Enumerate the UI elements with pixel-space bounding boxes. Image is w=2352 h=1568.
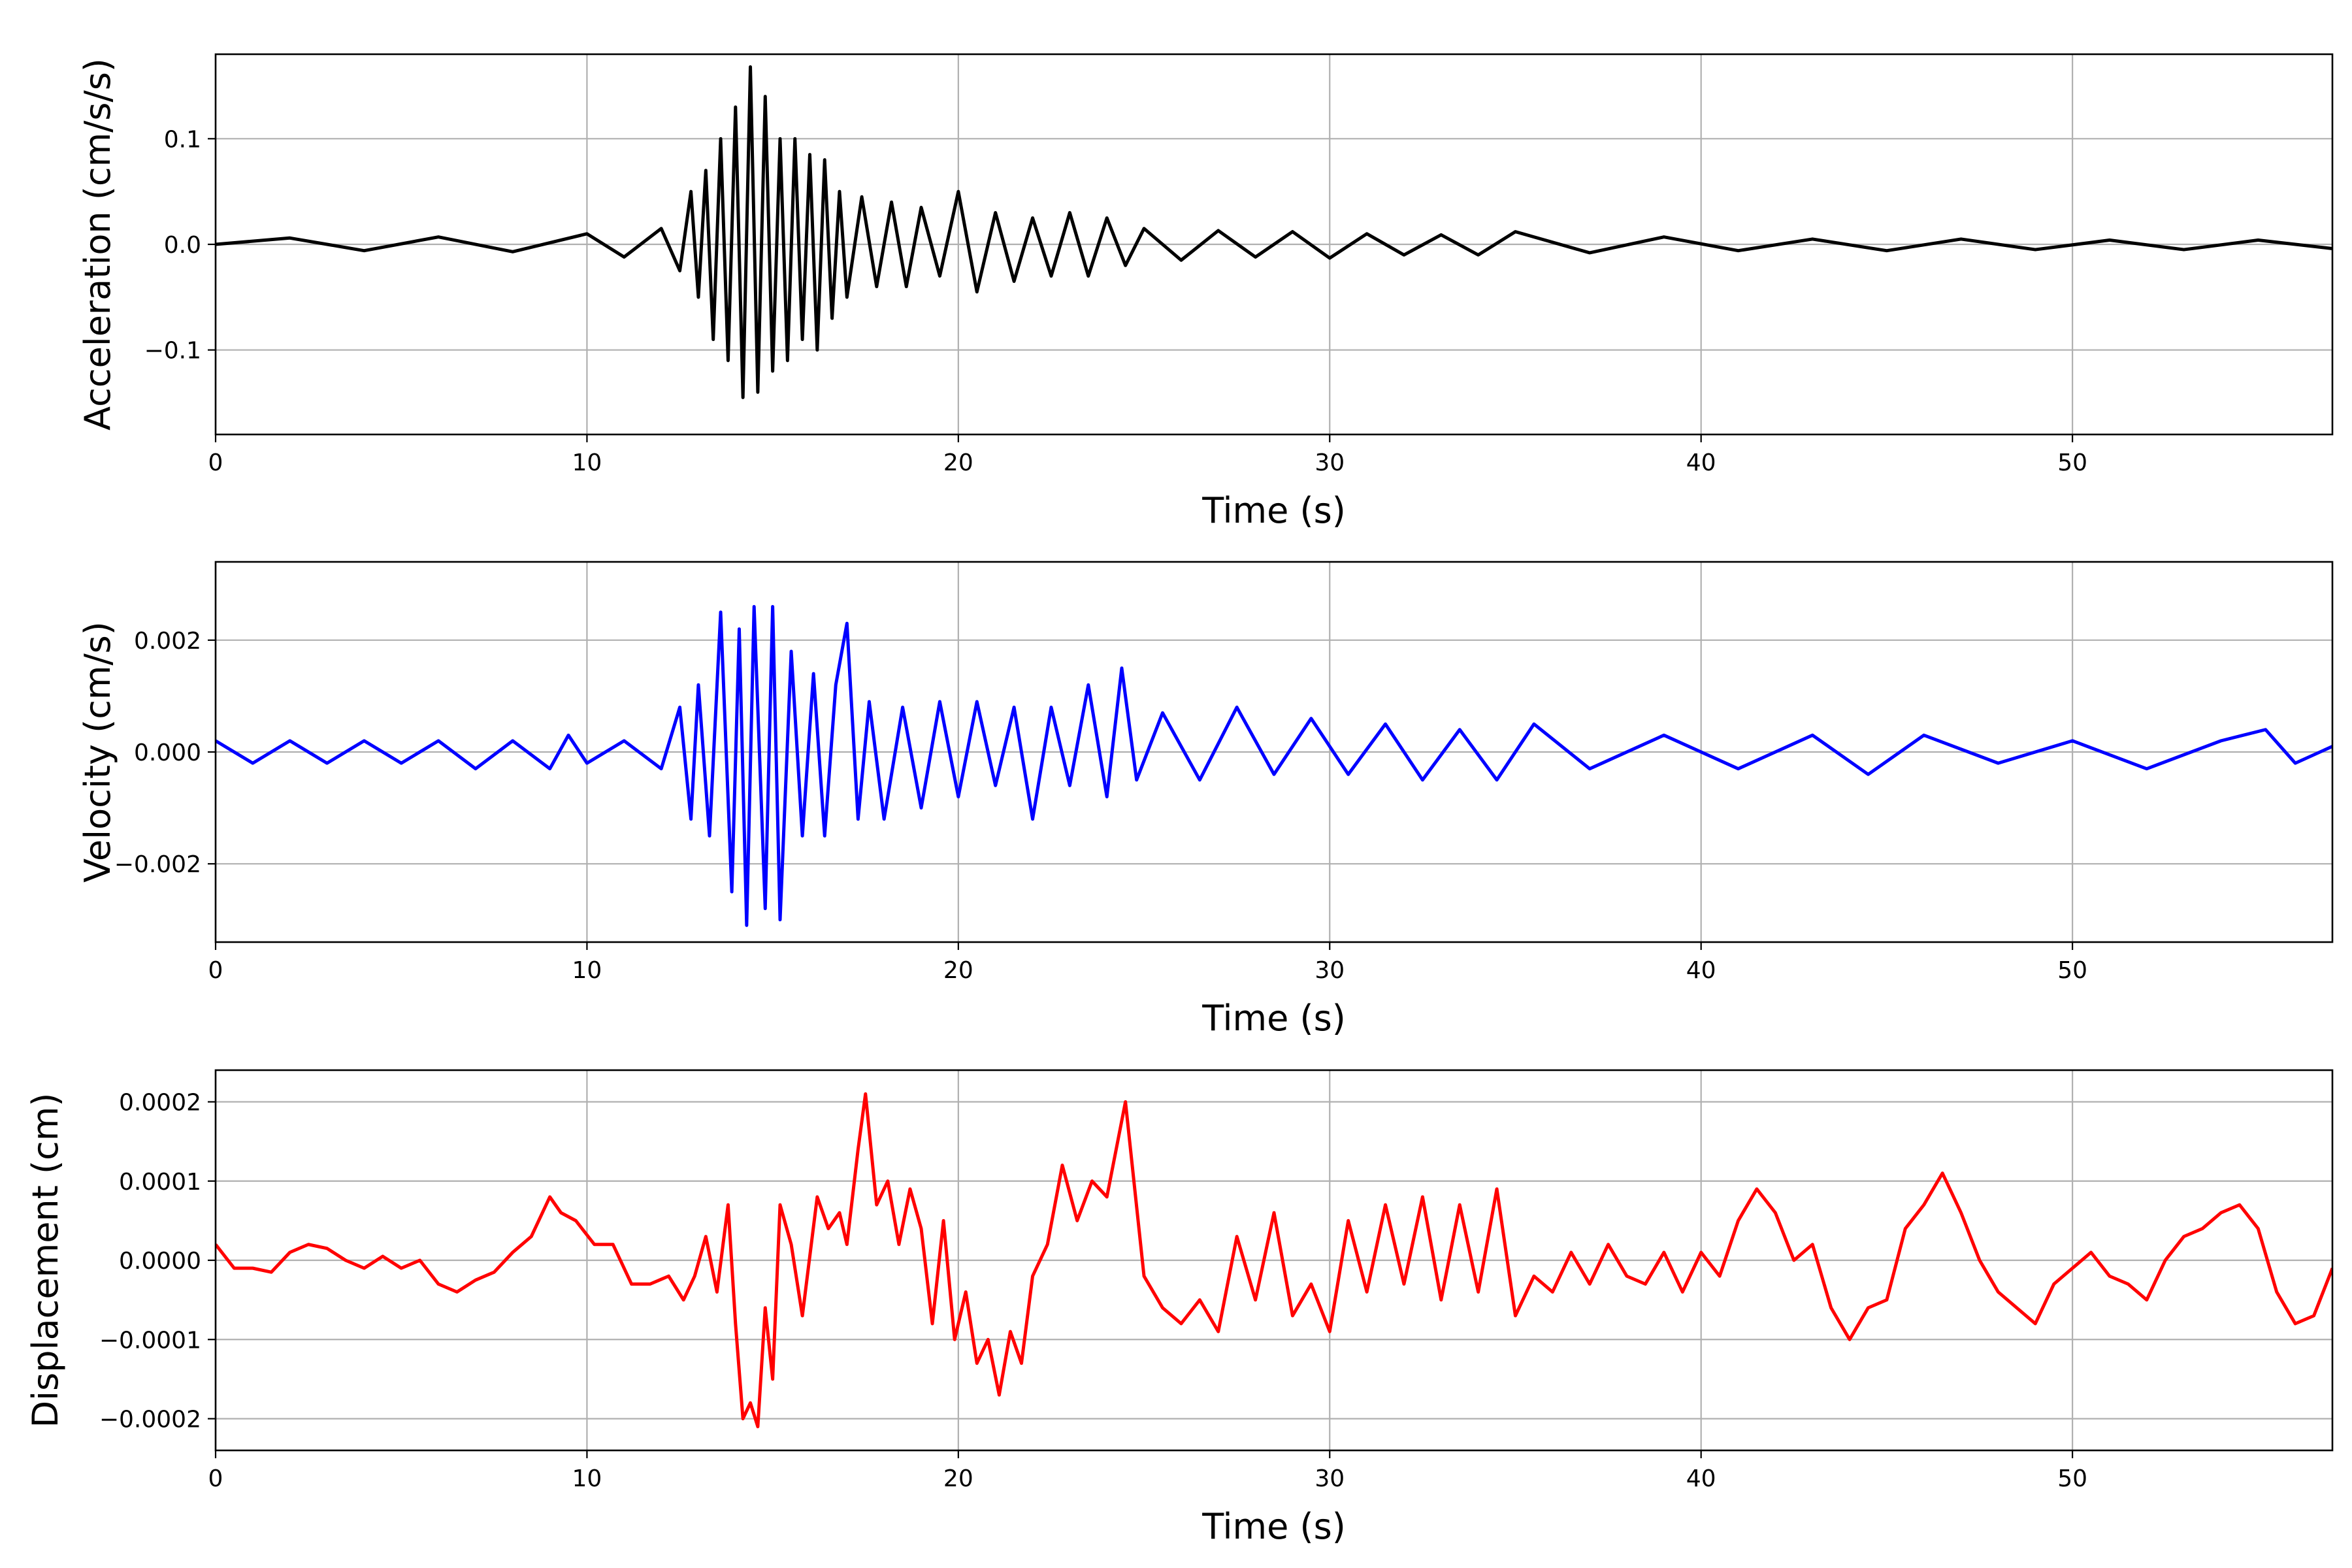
velocity-x-tick-label: 50 [2057,957,2087,984]
acceleration-x-axis-label: Time (s) [1201,490,1346,531]
displacement-series-line [216,1092,2332,1429]
displacement-y-tick-label: 0.0000 [119,1248,201,1275]
velocity-x-tick-label: 30 [1315,957,1345,984]
acceleration-y-tick-label: 0.1 [164,126,201,153]
velocity-x-tick-label: 10 [572,957,602,984]
displacement-y-tick-label: −0.0001 [99,1327,201,1354]
velocity-y-tick-label: 0.000 [134,740,201,766]
acceleration-x-tick-label: 40 [1686,449,1716,476]
acceleration-panel: 0 10 20 30 40 50 −0.1 0.0 0.1 Time (s) Acceleratio… [77,53,2334,531]
acceleration-y-axis-label: Acceleration (cm/s/s) [77,58,118,431]
displacement-y-tick-label: 0.0002 [119,1090,201,1117]
acceleration-x-tick-label: 20 [943,449,973,476]
velocity-panel: 0 10 20 30 40 50 −0.002 0.000 0.002 Time (s) Veloc… [77,561,2334,1039]
displacement-x-tick-label: 0 [208,1465,223,1492]
displacement-x-tick-label: 40 [1686,1465,1716,1492]
displacement-x-tick-label: 20 [943,1465,973,1492]
acceleration-series-line [216,65,2332,399]
acceleration-y-tick-label: 0.0 [164,232,201,259]
acceleration-x-tick-label: 0 [208,449,223,476]
velocity-x-tick-label: 0 [208,957,223,984]
velocity-x-tick-label: 20 [943,957,973,984]
acceleration-x-tick-label: 50 [2057,449,2087,476]
acceleration-x-tick-label: 10 [572,449,602,476]
velocity-y-tick-label: 0.002 [134,628,201,655]
velocity-y-axis-label: Velocity (cm/s) [77,621,118,883]
velocity-x-tick-label: 40 [1686,957,1716,984]
displacement-y-tick-label: 0.0001 [119,1169,201,1196]
subplot-panels: 0 10 20 30 40 50 −0.1 0.0 0.1 Time (s) Acceleratio… [25,53,2334,1547]
displacement-x-tick-label: 30 [1315,1465,1345,1492]
acceleration-x-tick-label: 30 [1315,449,1345,476]
acceleration-y-tick-label: −0.1 [144,338,201,365]
displacement-y-axis-label: Displacement (cm) [25,1093,66,1428]
displacement-x-tick-label: 10 [572,1465,602,1492]
velocity-y-tick-label: −0.002 [114,851,201,878]
displacement-x-tick-label: 50 [2057,1465,2087,1492]
displacement-x-axis-label: Time (s) [1201,1506,1346,1547]
displacement-panel: 0 10 20 30 40 50 −0.0002 −0.0001 0.0000 0.0001 0.0… [25,1069,2334,1547]
velocity-series-line [216,604,2332,927]
velocity-x-axis-label: Time (s) [1201,998,1346,1039]
displacement-y-tick-label: −0.0002 [99,1407,201,1433]
